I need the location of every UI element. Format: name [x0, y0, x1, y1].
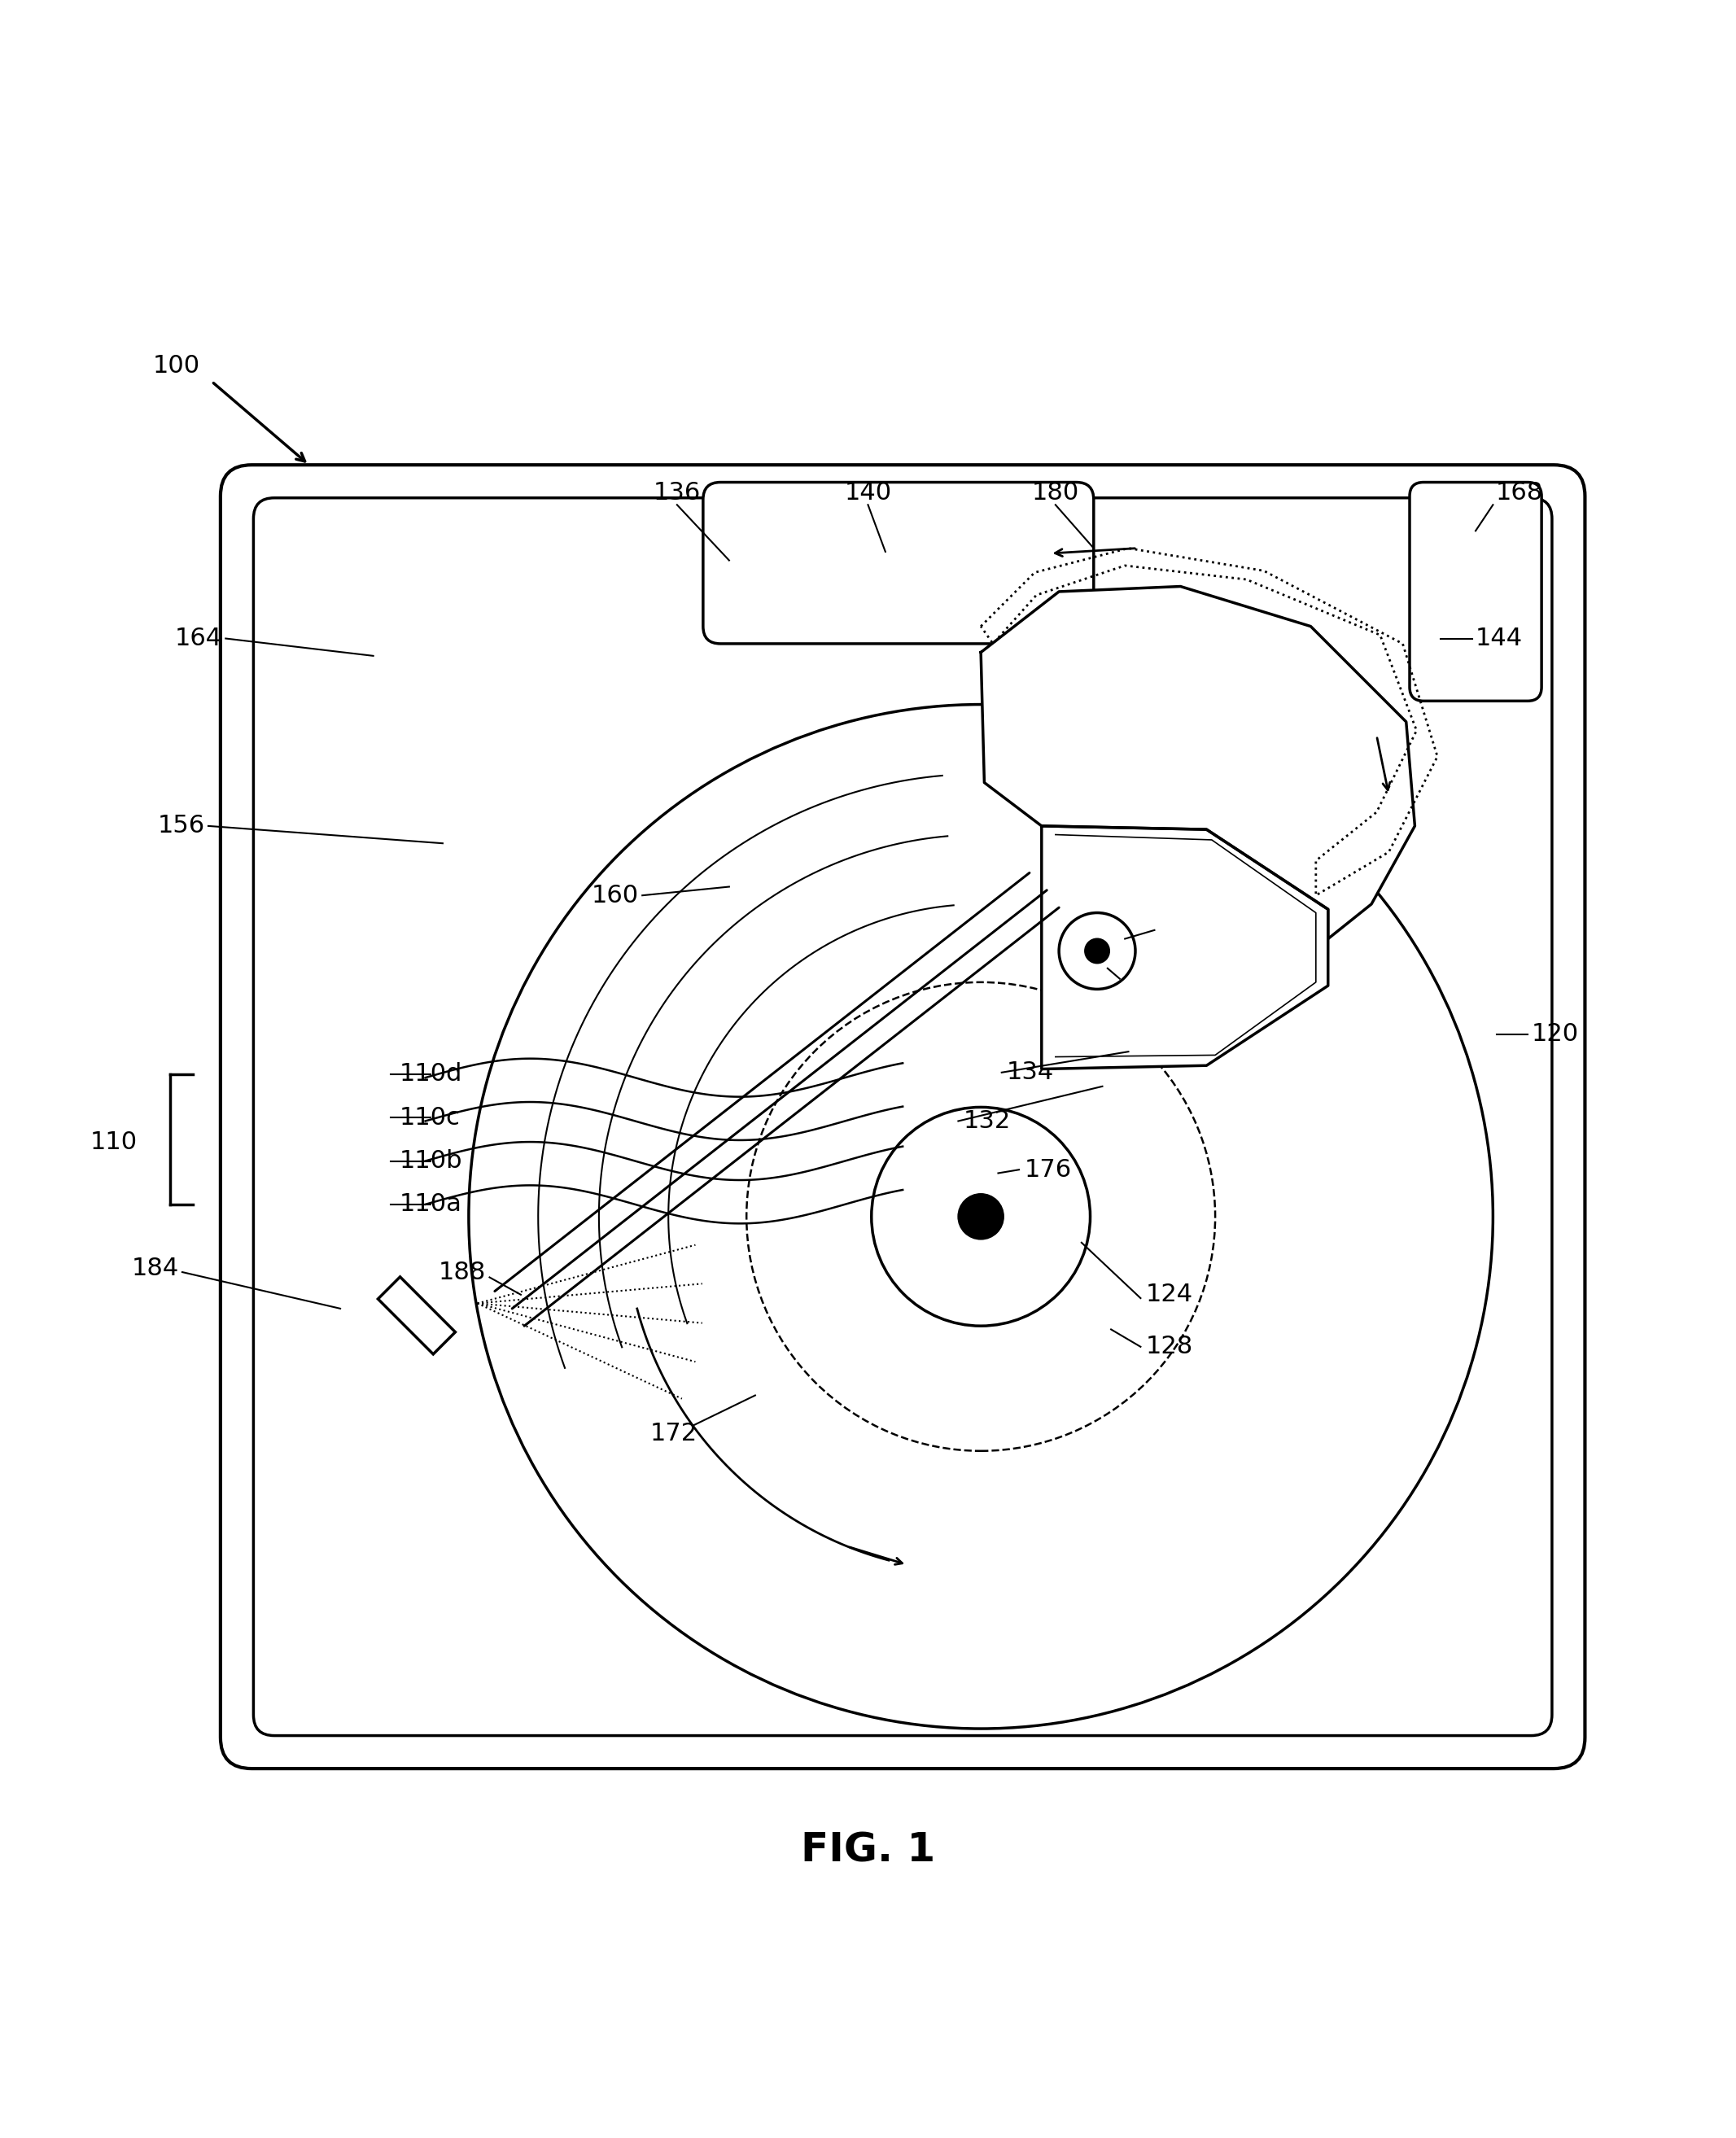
Circle shape [1059, 913, 1135, 990]
Text: 152: 152 [1125, 971, 1172, 994]
Text: 100: 100 [153, 355, 200, 378]
FancyBboxPatch shape [703, 483, 1094, 644]
Text: 184: 184 [132, 1257, 179, 1281]
Bar [378, 1276, 455, 1353]
Circle shape [469, 703, 1493, 1730]
Text: 136: 136 [653, 481, 701, 505]
Text: 188: 188 [439, 1259, 486, 1285]
Text: 110c: 110c [399, 1105, 460, 1129]
Text: 110d: 110d [399, 1063, 462, 1086]
Text: 172: 172 [649, 1422, 698, 1445]
Circle shape [1085, 939, 1109, 962]
Text: 110a: 110a [399, 1193, 462, 1217]
Text: 110b: 110b [399, 1150, 462, 1174]
Text: 134: 134 [1007, 1060, 1054, 1084]
Text: 168: 168 [1495, 481, 1543, 505]
Text: 144: 144 [1476, 626, 1522, 650]
Text: 156: 156 [158, 815, 205, 838]
Text: 124: 124 [1146, 1283, 1193, 1306]
Text: 128: 128 [1146, 1334, 1193, 1358]
Text: 110: 110 [90, 1131, 137, 1155]
Text: 132: 132 [963, 1110, 1010, 1133]
Text: 160: 160 [592, 883, 639, 907]
Polygon shape [1042, 825, 1328, 1069]
Polygon shape [981, 586, 1415, 939]
Text: 164: 164 [175, 626, 222, 650]
Circle shape [871, 1107, 1090, 1326]
FancyBboxPatch shape [1410, 483, 1542, 701]
Text: 120: 120 [1531, 1022, 1578, 1045]
Text: 140: 140 [844, 481, 892, 505]
Circle shape [958, 1193, 1003, 1240]
Text: 176: 176 [1024, 1159, 1071, 1182]
Text: 180: 180 [1031, 481, 1080, 505]
Text: FIG. 1: FIG. 1 [800, 1830, 936, 1871]
Text: 148: 148 [1160, 919, 1207, 943]
FancyBboxPatch shape [220, 464, 1585, 1768]
